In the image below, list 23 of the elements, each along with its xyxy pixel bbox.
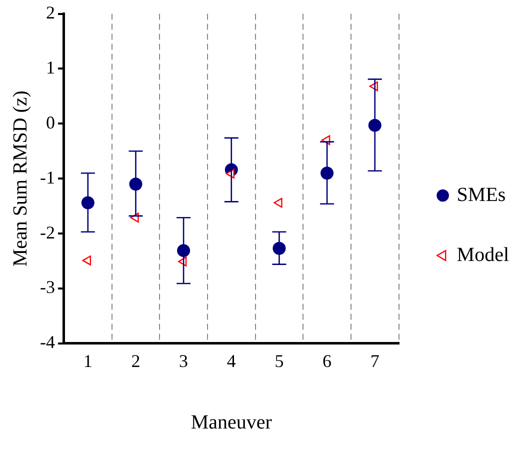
- x-tick-label: 3: [179, 350, 188, 371]
- y-tick-label: -1: [40, 167, 55, 188]
- y-tick-label: 0: [46, 112, 55, 132]
- y-tick-label: -4: [40, 332, 55, 352]
- point: [81, 196, 94, 210]
- x-tick-label: 6: [322, 350, 332, 371]
- x-tick-label: 1: [83, 350, 92, 371]
- y-tick-label: -3: [40, 277, 55, 298]
- point: [320, 166, 334, 180]
- x-axis-title: Maneuver: [190, 411, 272, 434]
- x-tick-label: 2: [131, 350, 140, 371]
- x-tick-label: 7: [370, 350, 380, 371]
- point: [274, 198, 282, 208]
- legend-label: Model: [456, 244, 510, 266]
- x-tick-label: 5: [274, 350, 284, 371]
- y-tick-label: 1: [46, 57, 55, 78]
- point: [177, 244, 190, 258]
- point: [82, 256, 92, 266]
- y-tick-label: 2: [46, 2, 55, 23]
- x-tick-label: 4: [226, 350, 236, 371]
- legend-label: SMEs: [456, 184, 506, 206]
- y-tick-label: -2: [40, 222, 55, 242]
- y-axis-title: Mean Sum RMSD (z): [9, 90, 32, 267]
